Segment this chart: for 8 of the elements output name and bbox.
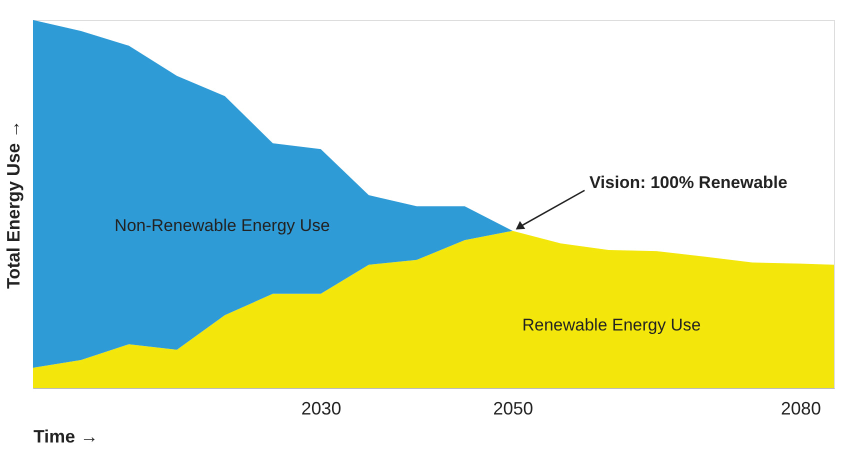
x-tick-label: 2030 (301, 398, 342, 418)
x-tick-label: 2080 (780, 398, 821, 418)
y-axis-title: Total Energy Use → (4, 120, 24, 289)
annotation: Vision: 100% Renewable (589, 173, 788, 192)
series-label: Non-Renewable Energy Use (114, 216, 330, 236)
x-tick-label: 2050 (493, 398, 534, 418)
series-label: Renewable Energy Use (522, 315, 701, 334)
x-axis-title: Time → (34, 426, 98, 446)
